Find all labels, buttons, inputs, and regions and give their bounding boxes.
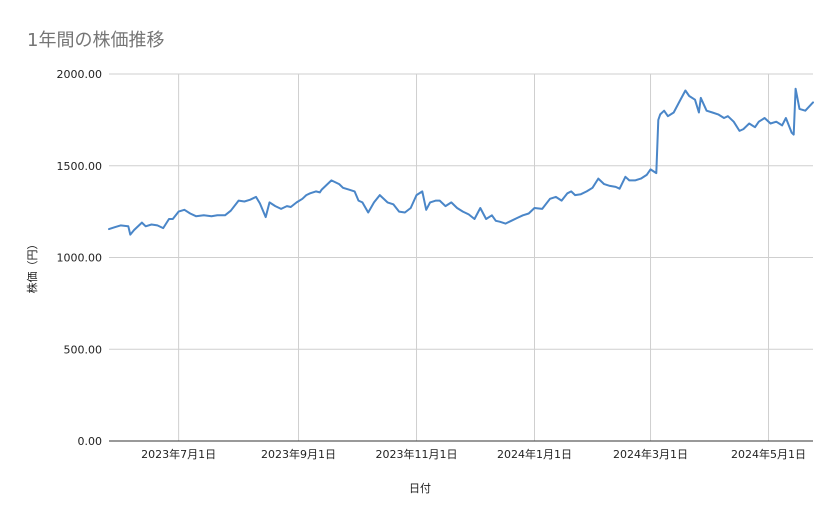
x-tick-label: 2023年7月1日: [141, 447, 216, 461]
y-tick-label: 1000.00: [57, 252, 103, 265]
y-tick-labels: 0.00 500.00 1000.00 1500.00 2000.00: [57, 68, 103, 448]
y-tick-label: 0.00: [78, 435, 103, 448]
series-layer: [108, 87, 814, 236]
x-tick-label: 2024年3月1日: [613, 447, 688, 461]
x-tick-label: 2024年5月1日: [731, 447, 806, 461]
series-line: [108, 87, 814, 236]
x-tick-labels: 2023年7月1日 2023年9月1日 2023年11月1日 2024年1月1日 202…: [141, 447, 806, 461]
chart-title: 1年間の株価推移: [27, 30, 164, 51]
x-axis-label: 日付: [409, 482, 431, 495]
x-tick-label: 2024年1月1日: [497, 447, 572, 461]
x-tick-label: 2023年11月1日: [376, 447, 458, 461]
y-tick-label: 2000.00: [57, 68, 103, 81]
y-axis-label: 株価（円）: [25, 239, 39, 294]
gridlines: [109, 73, 813, 441]
y-tick-label: 500.00: [64, 343, 103, 356]
x-tick-label: 2023年9月1日: [261, 447, 336, 461]
y-tick-label: 1500.00: [57, 160, 103, 173]
